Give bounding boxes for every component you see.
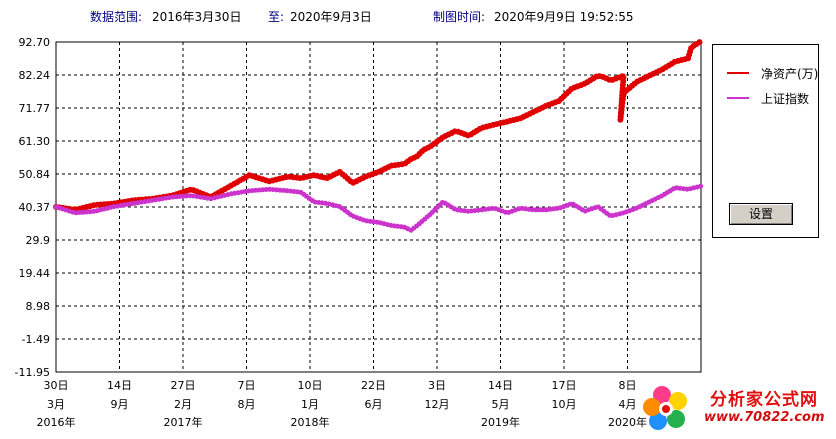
x-tick-month: 8月 xyxy=(238,398,256,411)
settings-button[interactable]: 设置 xyxy=(729,203,793,225)
y-tick-label: 40.37 xyxy=(19,201,51,214)
x-tick-month: 1月 xyxy=(301,398,319,411)
x-tick-day: 3日 xyxy=(428,379,446,392)
to-label: 至: xyxy=(268,10,285,24)
x-tick-month: 9月 xyxy=(111,398,129,411)
made-time: 2020年9月9日 19:52:55 xyxy=(494,10,634,24)
x-tick-month: 6月 xyxy=(365,398,383,411)
made-time-label: 制图时间: xyxy=(433,10,486,24)
series-point-2 xyxy=(540,207,546,213)
x-tick-year: 2020年 xyxy=(608,415,647,429)
x-tick-month: 10月 xyxy=(552,398,577,411)
legend-label-sse-index: 上证指数 xyxy=(761,92,810,106)
legend-panel: 净资产(万) 上证指数 设置 xyxy=(712,44,819,238)
x-tick-month: 2月 xyxy=(174,398,192,411)
series-point-2 xyxy=(533,207,539,213)
x-tick-day: 22日 xyxy=(361,379,386,392)
x-tick-day: 17日 xyxy=(552,379,577,392)
y-tick-label: 71.77 xyxy=(19,102,51,115)
legend-swatch-net-assets xyxy=(727,72,749,74)
x-tick-day: 10日 xyxy=(298,379,323,392)
y-tick-label: 92.70 xyxy=(19,36,51,49)
legend-swatch-sse-index xyxy=(727,97,749,99)
x-tick-month: 4月 xyxy=(619,398,637,411)
legend-label-net-assets: 净资产(万) xyxy=(761,67,819,81)
y-tick-label: 29.9 xyxy=(26,234,51,247)
y-tick-label: 82.24 xyxy=(19,69,51,82)
range-label: 数据范围: xyxy=(90,10,143,24)
x-tick-year: 2017年 xyxy=(164,415,203,429)
y-tick-label: -1.49 xyxy=(22,333,50,346)
x-tick-day: 30日 xyxy=(44,379,69,392)
y-tick-label: 61.30 xyxy=(19,135,51,148)
y-tick-label: 8.98 xyxy=(26,300,51,313)
end-date: 2020年9月3日 xyxy=(290,10,372,24)
x-tick-month: 5月 xyxy=(492,398,510,411)
watermark-title: 分析家公式网 xyxy=(710,390,818,410)
chart-header: 数据范围: 2016年3月30日 至: 2020年9月3日 制图时间: 2020… xyxy=(0,0,836,28)
x-tick-day: 8日 xyxy=(619,379,637,392)
x-tick-year: 2019年 xyxy=(481,415,520,429)
flower-logo-icon xyxy=(643,386,687,430)
x-tick-year: 2016年 xyxy=(37,415,76,429)
y-tick-label: 50.84 xyxy=(19,168,51,181)
series-point-2 xyxy=(530,207,535,213)
y-tick-label: 19.44 xyxy=(19,267,51,280)
x-tick-month: 12月 xyxy=(425,398,450,411)
x-tick-day: 14日 xyxy=(488,379,513,392)
y-tick-label: -11.95 xyxy=(15,366,50,379)
x-tick-day: 14日 xyxy=(107,379,132,392)
x-tick-day: 7日 xyxy=(238,379,256,392)
x-tick-month: 3月 xyxy=(47,398,65,411)
x-tick-year: 2018年 xyxy=(291,415,330,429)
x-tick-day: 27日 xyxy=(171,379,196,392)
watermark-url: www.70822.com xyxy=(704,410,825,425)
watermark: 分析家公式网 www.70822.com xyxy=(640,381,832,435)
series-point-1 xyxy=(696,39,703,46)
series-point-2 xyxy=(537,207,542,213)
series-point-2 xyxy=(698,183,704,189)
start-date: 2016年3月30日 xyxy=(152,10,242,24)
